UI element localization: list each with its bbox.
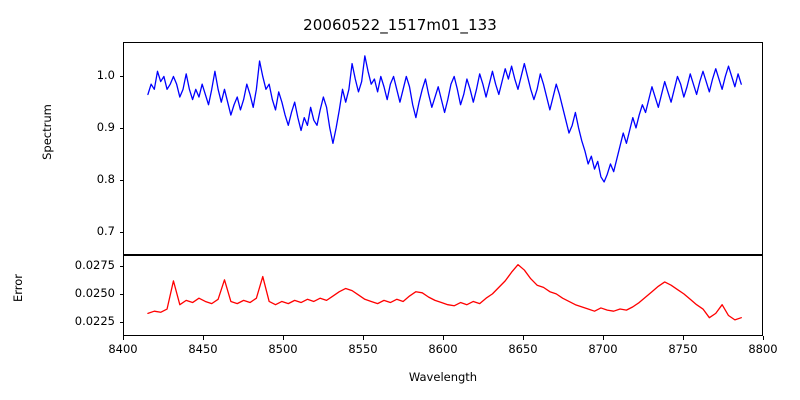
error-y-axis-tick	[119, 293, 123, 295]
spectrum-y-axis-tick	[119, 75, 123, 77]
error-line-series	[124, 256, 762, 335]
x-axis-tick	[523, 336, 524, 340]
spectrum-line-series	[124, 43, 762, 254]
spectrum-y-axis-tick-label: 0.8	[96, 171, 115, 186]
x-axis-tick-label: 8550	[348, 342, 378, 356]
x-axis-tick-label: 8700	[588, 342, 618, 356]
x-axis-label: Wavelength	[408, 370, 478, 384]
x-axis-tick	[123, 336, 124, 340]
figure-title: 20060522_1517m01_133	[303, 16, 497, 34]
spectrum-y-axis-tick-label: 1.0	[96, 67, 115, 82]
error-y-axis-tick	[119, 321, 123, 323]
x-axis-tick-label: 8800	[748, 342, 778, 356]
spectrum-plot-area	[123, 42, 763, 255]
error-y-axis-tick-label: 0.0250	[74, 285, 115, 300]
spectrum-y-axis-tick	[119, 231, 123, 233]
x-axis-tick-label: 8650	[508, 342, 538, 356]
x-axis-tick	[683, 336, 684, 340]
x-axis-tick	[763, 336, 764, 340]
error-y-axis-tick-label: 0.0275	[74, 258, 115, 273]
spectrum-y-axis-tick-label: 0.9	[96, 119, 115, 134]
error-y-axis-tick-label: 0.0225	[74, 313, 115, 328]
x-axis-tick-label: 8750	[668, 342, 698, 356]
x-axis-tick-label: 8600	[428, 342, 458, 356]
x-axis-tick	[283, 336, 284, 340]
x-axis-tick	[443, 336, 444, 340]
x-axis-tick-label: 8450	[188, 342, 218, 356]
error-y-axis-label: Error	[11, 273, 25, 303]
x-axis-tick-label: 8400	[108, 342, 138, 356]
spectrum-y-axis-tick	[119, 179, 123, 181]
x-axis-tick	[603, 336, 604, 340]
x-axis-tick	[363, 336, 364, 340]
spectrum-y-axis-tick	[119, 127, 123, 129]
x-axis-tick	[203, 336, 204, 340]
x-axis-tick-label: 8500	[268, 342, 298, 356]
spectrum-y-axis-tick-label: 0.7	[96, 223, 115, 238]
error-plot-area	[123, 255, 763, 336]
error-y-axis-tick	[119, 266, 123, 268]
